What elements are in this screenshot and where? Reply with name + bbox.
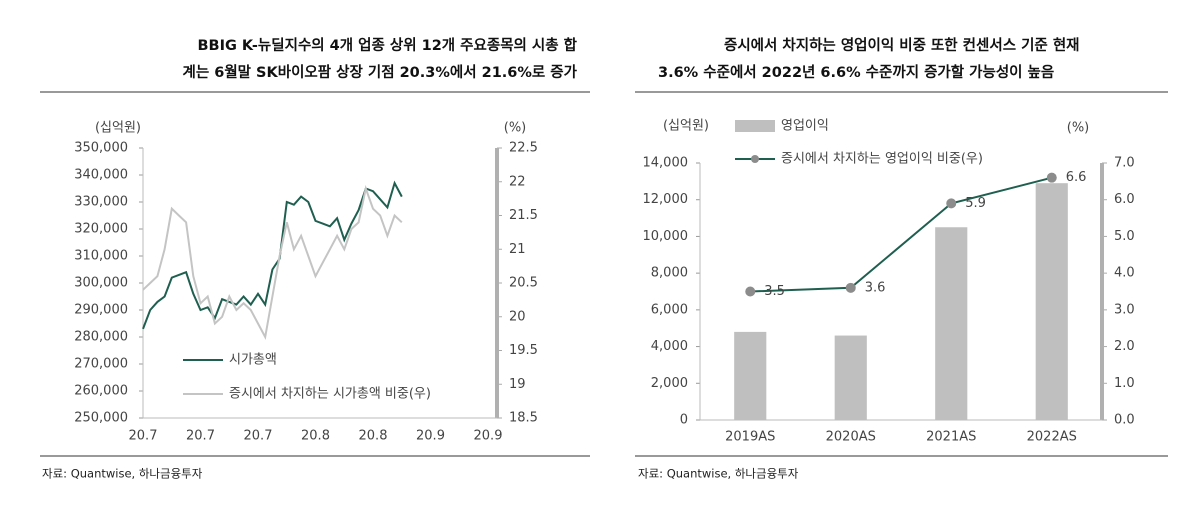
- y-tick-label: 260,000: [74, 384, 128, 399]
- y-tick-label: 250,000: [74, 411, 128, 426]
- y2-tick-label: 3.0: [1114, 302, 1135, 317]
- y-tick-label: 320,000: [74, 222, 128, 237]
- y2-tick-label: 6.0: [1114, 192, 1135, 207]
- y-unit: (십억원): [95, 121, 141, 136]
- legend-label: 영업이익: [781, 119, 829, 134]
- x-tick-label: 20.9: [416, 429, 445, 444]
- marker: [745, 286, 756, 297]
- y2-tick-label: 18.5: [509, 411, 538, 426]
- y2-tick-label: 21.5: [509, 208, 538, 223]
- y-unit: (십억원): [663, 119, 709, 134]
- y2-tick-label: 0.0: [1114, 413, 1135, 428]
- y-tick-label: 8,000: [651, 266, 688, 281]
- x-tick-label: 20.7: [186, 429, 215, 444]
- y2-tick-label: 20: [509, 309, 526, 324]
- bar: [734, 331, 767, 420]
- y-tick-label: 4,000: [651, 339, 688, 354]
- y-tick-label: 290,000: [74, 303, 128, 318]
- x-tick-label: 20.7: [244, 429, 273, 444]
- legend-label: 증시에서 차지하는 영업이익 비중(우): [781, 152, 983, 167]
- y2-tick-label: 20.5: [509, 276, 538, 291]
- chart-title: 3.6% 수준에서 2022년 6.6% 수준까지 증가할 가능성이 높음: [658, 63, 1054, 81]
- y-tick-label: 12,000: [643, 192, 689, 207]
- y-tick-label: 280,000: [74, 330, 128, 345]
- y-tick-label: 6,000: [651, 302, 688, 317]
- series-line: [142, 180, 403, 330]
- marker: [946, 198, 957, 209]
- y2-tick-label: 4.0: [1114, 266, 1135, 281]
- source: 자료: Quantwise, 하나금융투자: [42, 467, 203, 481]
- y-tick-label: 10,000: [643, 229, 689, 244]
- y-tick-label: 270,000: [74, 357, 128, 372]
- y2-tick-label: 1.0: [1114, 376, 1135, 391]
- y2-unit: (%): [504, 121, 527, 136]
- y-tick-label: 330,000: [74, 195, 128, 210]
- y-tick-label: 14,000: [643, 156, 689, 171]
- y2-tick-label: 19: [509, 377, 526, 392]
- y-tick-label: 300,000: [74, 276, 128, 291]
- bar: [1035, 183, 1068, 420]
- data-label: 6.6: [1066, 170, 1087, 185]
- marker: [845, 282, 856, 293]
- x-tick-label: 20.8: [301, 429, 330, 444]
- series-line: [142, 184, 403, 341]
- x-tick-label: 2019AS: [725, 430, 775, 445]
- y-tick-label: 350,000: [74, 141, 128, 156]
- chart-title: 계는 6월말 SK바이오팜 상장 기점 20.3%에서 21.6%로 증가: [183, 63, 578, 81]
- y2-unit: (%): [1067, 121, 1090, 136]
- legend-marker: [751, 155, 759, 163]
- legend-label: 시가총액: [229, 353, 277, 368]
- y-tick-label: 2,000: [651, 376, 688, 391]
- series-line: [750, 176, 1053, 293]
- y-tick-label: 310,000: [74, 249, 128, 264]
- y2-tick-label: 7.0: [1114, 156, 1135, 171]
- bar: [834, 335, 867, 420]
- legend-swatch: [735, 120, 775, 132]
- data-label: 3.5: [764, 284, 785, 299]
- x-tick-label: 2022AS: [1027, 430, 1077, 445]
- marker: [1046, 172, 1057, 183]
- chart-title: BBIG K-뉴딜지수의 4개 업종 상위 12개 주요종목의 시총 합: [197, 36, 577, 54]
- y2-tick-label: 22: [509, 174, 526, 189]
- chart-title: 증시에서 차지하는 영업이익 비중 또한 컨센서스 기준 현재: [724, 36, 1080, 54]
- y2-tick-label: 21: [509, 242, 526, 257]
- x-tick-label: 20.8: [359, 429, 388, 444]
- y2-tick-label: 2.0: [1114, 339, 1135, 354]
- y2-tick-label: 22.5: [509, 141, 538, 156]
- y2-tick-label: 19.5: [509, 343, 538, 358]
- data-label: 3.6: [865, 280, 886, 295]
- y-tick-label: 0: [680, 413, 688, 428]
- source: 자료: Quantwise, 하나금융투자: [638, 467, 799, 481]
- x-tick-label: 20.9: [474, 429, 503, 444]
- bar: [935, 227, 968, 420]
- x-tick-label: 2020AS: [826, 430, 876, 445]
- y-tick-label: 340,000: [74, 168, 128, 183]
- data-label: 5.9: [965, 196, 986, 211]
- x-tick-label: 20.7: [129, 429, 158, 444]
- legend-label: 증시에서 차지하는 시가총액 비중(우): [229, 387, 431, 402]
- x-tick-label: 2021AS: [926, 430, 976, 445]
- y2-tick-label: 5.0: [1114, 229, 1135, 244]
